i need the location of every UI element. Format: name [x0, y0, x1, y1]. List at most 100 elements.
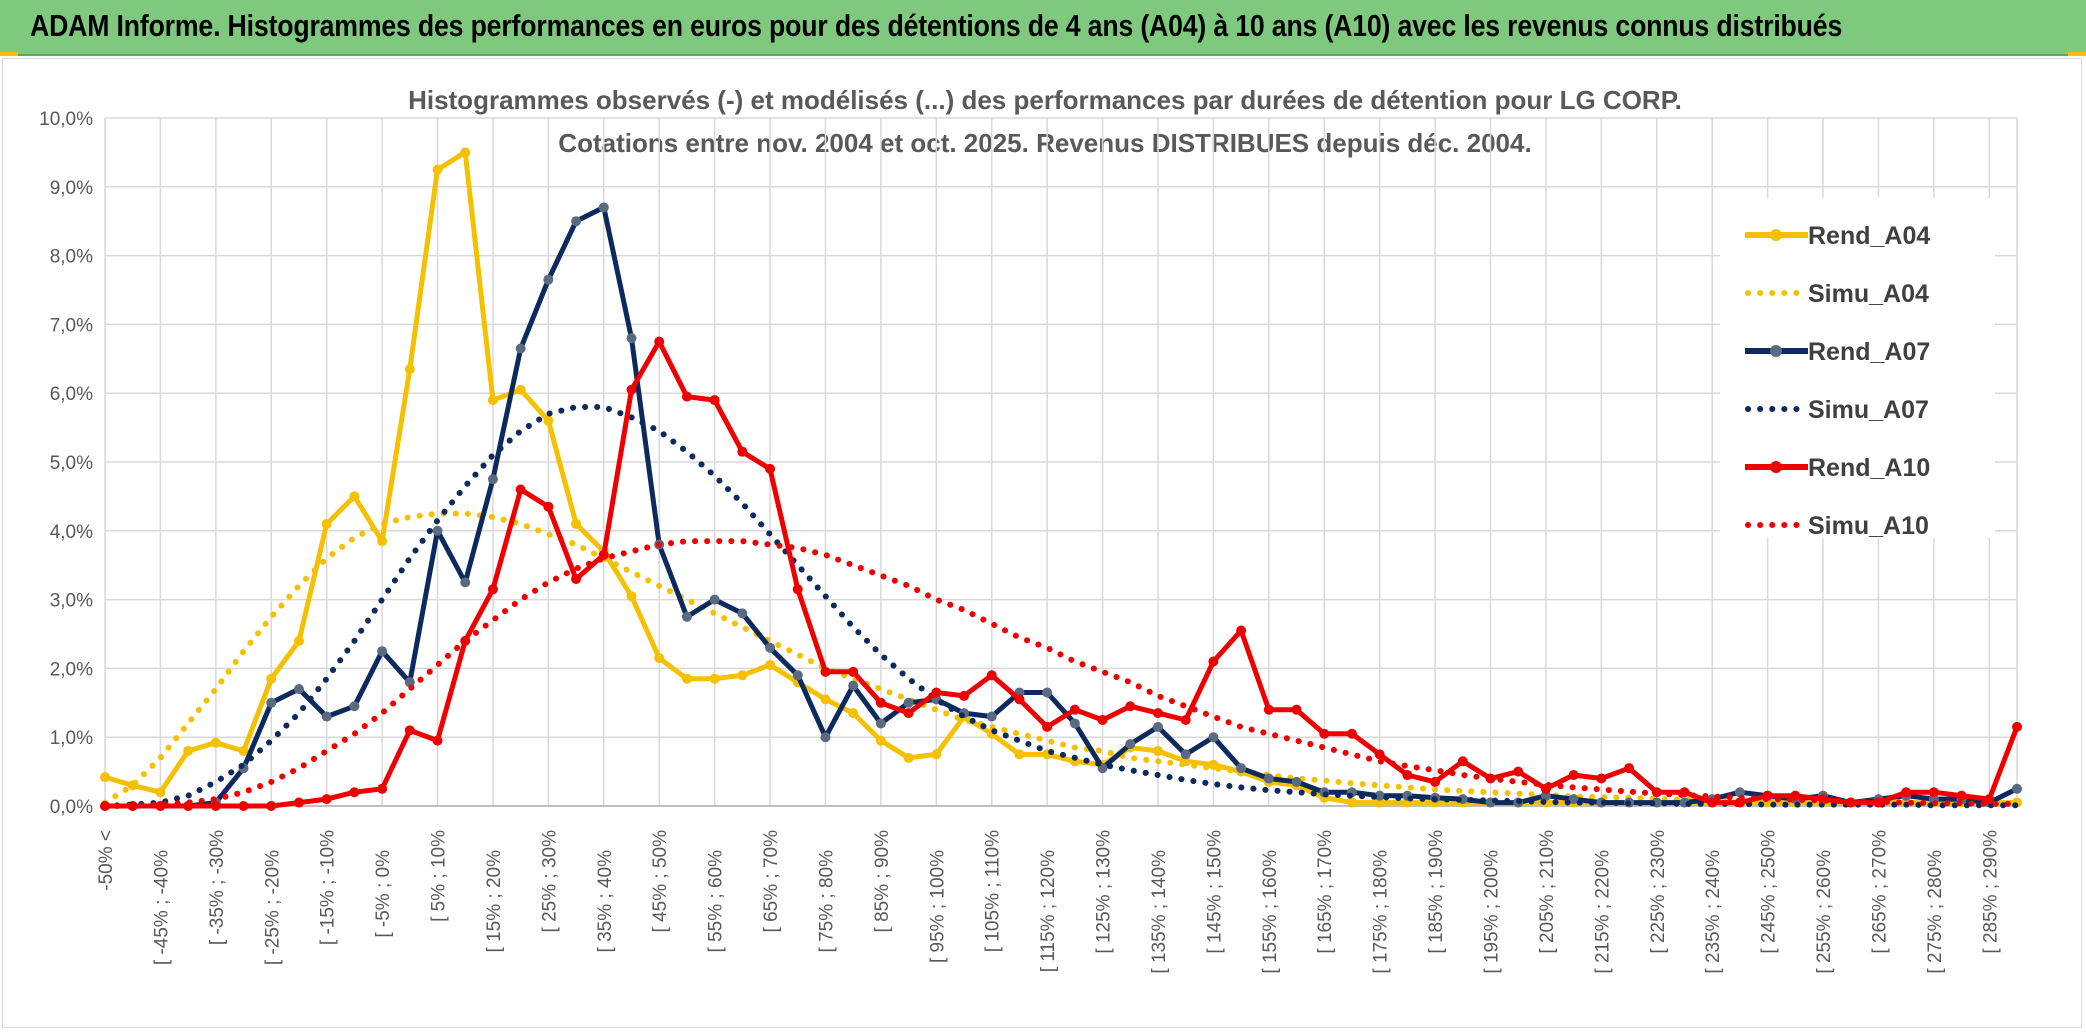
banner-accent-right: [2068, 52, 2086, 56]
chart-subtitle: Cotations entre nov. 2004 et oct. 2025. …: [558, 128, 1531, 158]
data-point-rend-a04: [321, 518, 332, 529]
data-point-rend-a07: [460, 577, 471, 588]
x-tick-label: [ 135% ; 140%: [1149, 850, 1170, 974]
x-tick-label: [ 95% ; 100%: [927, 850, 948, 963]
chart-title-background: [465, 78, 1625, 173]
data-point-rend-a10: [1152, 708, 1163, 719]
x-tick-label: [ 65% ; 70%: [761, 830, 782, 933]
legend-label-simu-a04: Simu_A04: [1808, 280, 1929, 308]
data-point-rend-a07: [571, 216, 582, 227]
x-tick-label: [ -45% ; -40%: [151, 850, 172, 965]
x-tick-label: [ 45% ; 50%: [650, 830, 671, 933]
report-title: ADAM Informe. Histogrammes des performan…: [30, 8, 1843, 43]
data-point-rend-a07: [1263, 773, 1274, 784]
data-point-rend-a04: [1346, 797, 1357, 808]
data-point-rend-a10: [515, 484, 526, 495]
data-point-rend-a10: [321, 794, 332, 805]
data-point-rend-a07: [1180, 749, 1191, 760]
data-point-rend-a07: [681, 611, 692, 622]
series-line-rend-a07: [105, 204, 2019, 809]
data-point-rend-a07: [986, 711, 997, 722]
data-point-rend-a04: [626, 591, 637, 602]
data-point-rend-a04: [515, 384, 526, 395]
legend-marker-rend-a04: [1770, 229, 1782, 241]
data-point-rend-a10: [765, 463, 776, 474]
data-point-rend-a10: [1984, 794, 1995, 805]
data-point-rend-a10: [1263, 704, 1274, 715]
data-point-rend-a10: [543, 501, 554, 512]
data-point-rend-a10: [1790, 790, 1801, 801]
legend-background: [1720, 198, 1995, 538]
data-point-rend-a04: [377, 536, 388, 547]
data-point-rend-a10: [959, 690, 970, 701]
x-axis-ticks: -50% < [ -45% ; -40% [ -35% ; -30% [ -25% ;…: [96, 830, 2001, 974]
data-point-rend-a07: [377, 646, 388, 657]
data-point-rend-a07: [404, 677, 415, 688]
banner-accent-left: [0, 52, 18, 56]
legend-label-simu-a10: Simu_A10: [1808, 512, 1929, 540]
data-point-rend-a04: [820, 694, 831, 705]
y-tick-label: 4,0%: [50, 522, 93, 543]
data-point-rend-a10: [1291, 704, 1302, 715]
data-point-rend-a07: [765, 642, 776, 653]
legend-marker-rend-a10: [1770, 461, 1782, 473]
data-point-rend-a07: [848, 680, 859, 691]
data-point-rend-a10: [377, 783, 388, 794]
data-point-rend-a07: [432, 525, 443, 536]
data-point-rend-a07: [1568, 794, 1579, 805]
series-lines: [100, 147, 2022, 811]
data-point-rend-a10: [210, 801, 221, 811]
data-point-rend-a07: [1291, 776, 1302, 787]
x-tick-label: [ -25% ; -20%: [262, 850, 283, 965]
data-point-rend-a04: [487, 395, 498, 406]
x-tick-label: [ 125% ; 130%: [1094, 830, 1115, 954]
data-point-rend-a10: [626, 384, 637, 395]
data-point-rend-a10: [1125, 701, 1136, 712]
data-point-rend-a04: [404, 364, 415, 375]
data-point-rend-a07: [709, 594, 720, 605]
y-axis-ticks: 0,0% 1,0% 2,0% 3,0% 4,0% 5,0% 6,0% 7,0% 8,0% 9,0%…: [39, 109, 93, 818]
data-point-rend-a07: [1069, 718, 1080, 729]
x-tick-label: -50% <: [96, 830, 117, 891]
x-tick-label: [ 5% ; 10%: [429, 830, 450, 922]
data-point-rend-a10: [404, 725, 415, 736]
data-point-rend-a10: [1402, 770, 1413, 781]
x-tick-label: [ 105% ; 110%: [983, 830, 1004, 952]
x-tick-label: [ 185% ; 190%: [1426, 830, 1447, 954]
data-point-rend-a07: [321, 711, 332, 722]
x-tick-label: [ 165% ; 170%: [1315, 830, 1336, 954]
data-point-rend-a10: [1374, 749, 1385, 760]
x-tick-label: [ 205% ; 210%: [1537, 830, 1558, 954]
x-tick-label: [ 85% ; 90%: [872, 830, 893, 933]
data-point-rend-a04: [1374, 797, 1385, 808]
data-point-rend-a04: [737, 670, 748, 681]
chart-frame: [2, 58, 2082, 1028]
data-point-rend-a10: [1014, 694, 1025, 705]
data-point-rend-a10: [848, 666, 859, 677]
data-point-rend-a04: [571, 518, 582, 529]
x-tick-label: [ 275% ; 280%: [1925, 850, 1946, 974]
x-tick-label: [ 195% ; 200%: [1482, 850, 1503, 974]
data-point-rend-a07: [903, 697, 914, 708]
data-point-rend-a04: [848, 708, 859, 719]
x-tick-label: [ -35% ; -30%: [207, 830, 228, 945]
legend-label-rend-a10: Rend_A10: [1808, 454, 1930, 482]
data-point-rend-a04: [1152, 745, 1163, 756]
data-point-rend-a10: [1180, 715, 1191, 725]
x-tick-label: [ 225% ; 230%: [1648, 830, 1669, 954]
legend: Rend_A04 Simu_A04 Rend_A07 Simu_A07 Rend_A10…: [1720, 198, 1995, 540]
data-point-rend-a04: [875, 735, 886, 746]
data-point-rend-a10: [709, 395, 720, 406]
x-tick-label: [ 115% ; 120%: [1038, 850, 1059, 972]
data-point-rend-a04: [432, 164, 443, 175]
data-point-rend-a10: [654, 336, 665, 347]
y-tick-label: 10,0%: [39, 109, 93, 130]
report-banner: ADAM Informe. Histogrammes des performan…: [0, 0, 2086, 56]
data-point-rend-a04: [100, 772, 110, 783]
data-point-rend-a10: [1707, 797, 1718, 808]
y-tick-label: 9,0%: [50, 178, 93, 199]
data-point-rend-a07: [1236, 763, 1247, 774]
data-point-rend-a04: [709, 673, 720, 684]
data-point-rend-a04: [931, 749, 942, 760]
